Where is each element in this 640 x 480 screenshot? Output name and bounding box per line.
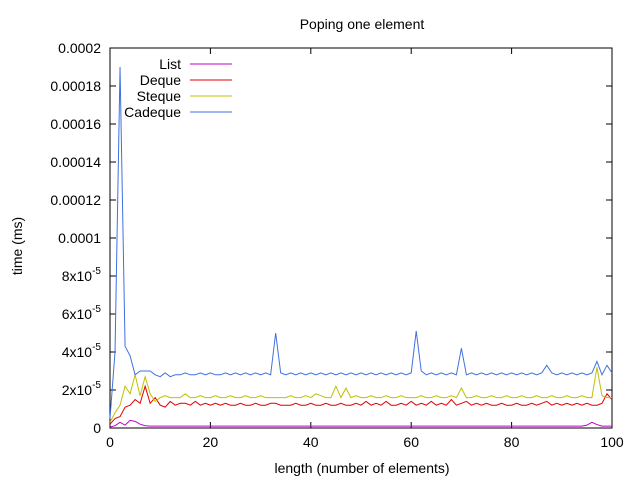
y-tick-label: 0.00012 [50,192,101,208]
y-tick-label-base: 8x10 [62,268,93,284]
y-tick-label-base: 4x10 [62,344,93,360]
y-tick-label: 0.0002 [58,40,101,56]
x-tick-label: 100 [600,434,624,450]
y-tick-label: 6x10-5 [62,304,102,322]
series-line-steque [109,367,612,423]
chart-title: Poping one element [300,16,425,32]
x-tick-label: 60 [403,434,419,450]
x-axis-label: length (number of elements) [274,460,449,476]
x-tick-label: 0 [106,434,114,450]
y-tick-label: 0.00014 [50,154,101,170]
y-tick-label-exponent: -5 [92,380,101,391]
x-tick-label: 20 [203,434,219,450]
series-layer [109,66,613,428]
y-tick-label: 0.00018 [50,78,101,94]
y-tick-label-base: 0.00016 [50,116,101,132]
y-tick-label-base: 2x10 [62,382,93,398]
series-line-deque [109,384,613,425]
legend-label: Steque [137,88,182,104]
y-tick-label-exponent: -5 [92,266,101,277]
y-tick-label-exponent: -5 [92,342,101,353]
y-tick-label-base: 6x10 [62,306,93,322]
y-tick-label-base: 0.00012 [50,192,101,208]
y-tick-label-base: 0.0001 [58,230,101,246]
x-tick-label: 80 [504,434,520,450]
plot-frame [109,47,613,429]
y-tick-label: 0.0001 [58,230,101,246]
legend-label: Cadeque [124,104,181,120]
series-line-list [109,419,612,428]
y-tick-label-base: 0.0002 [58,40,101,56]
y-tick-label-base: 0 [93,420,101,436]
legend-label: List [159,56,181,72]
y-tick-label-base: 0.00014 [50,154,101,170]
x-tick-label: 40 [303,434,319,450]
axis-ticks: 0 20 40 60 80 10002x10-54x10-56x10-58x10-50.0… [50,40,624,450]
y-tick-label-base: 0.00018 [50,78,101,94]
series-line-cadeque [109,66,613,419]
y-axis-label: time (ms) [9,217,25,275]
y-tick-label-exponent: -5 [92,304,101,315]
y-tick-label: 0 [93,420,101,436]
y-tick-label: 8x10-5 [62,266,102,284]
legend-label: Deque [140,72,181,88]
y-tick-label: 2x10-5 [62,380,102,398]
y-tick-label: 0.00016 [50,116,101,132]
y-tick-label: 4x10-5 [62,342,102,360]
